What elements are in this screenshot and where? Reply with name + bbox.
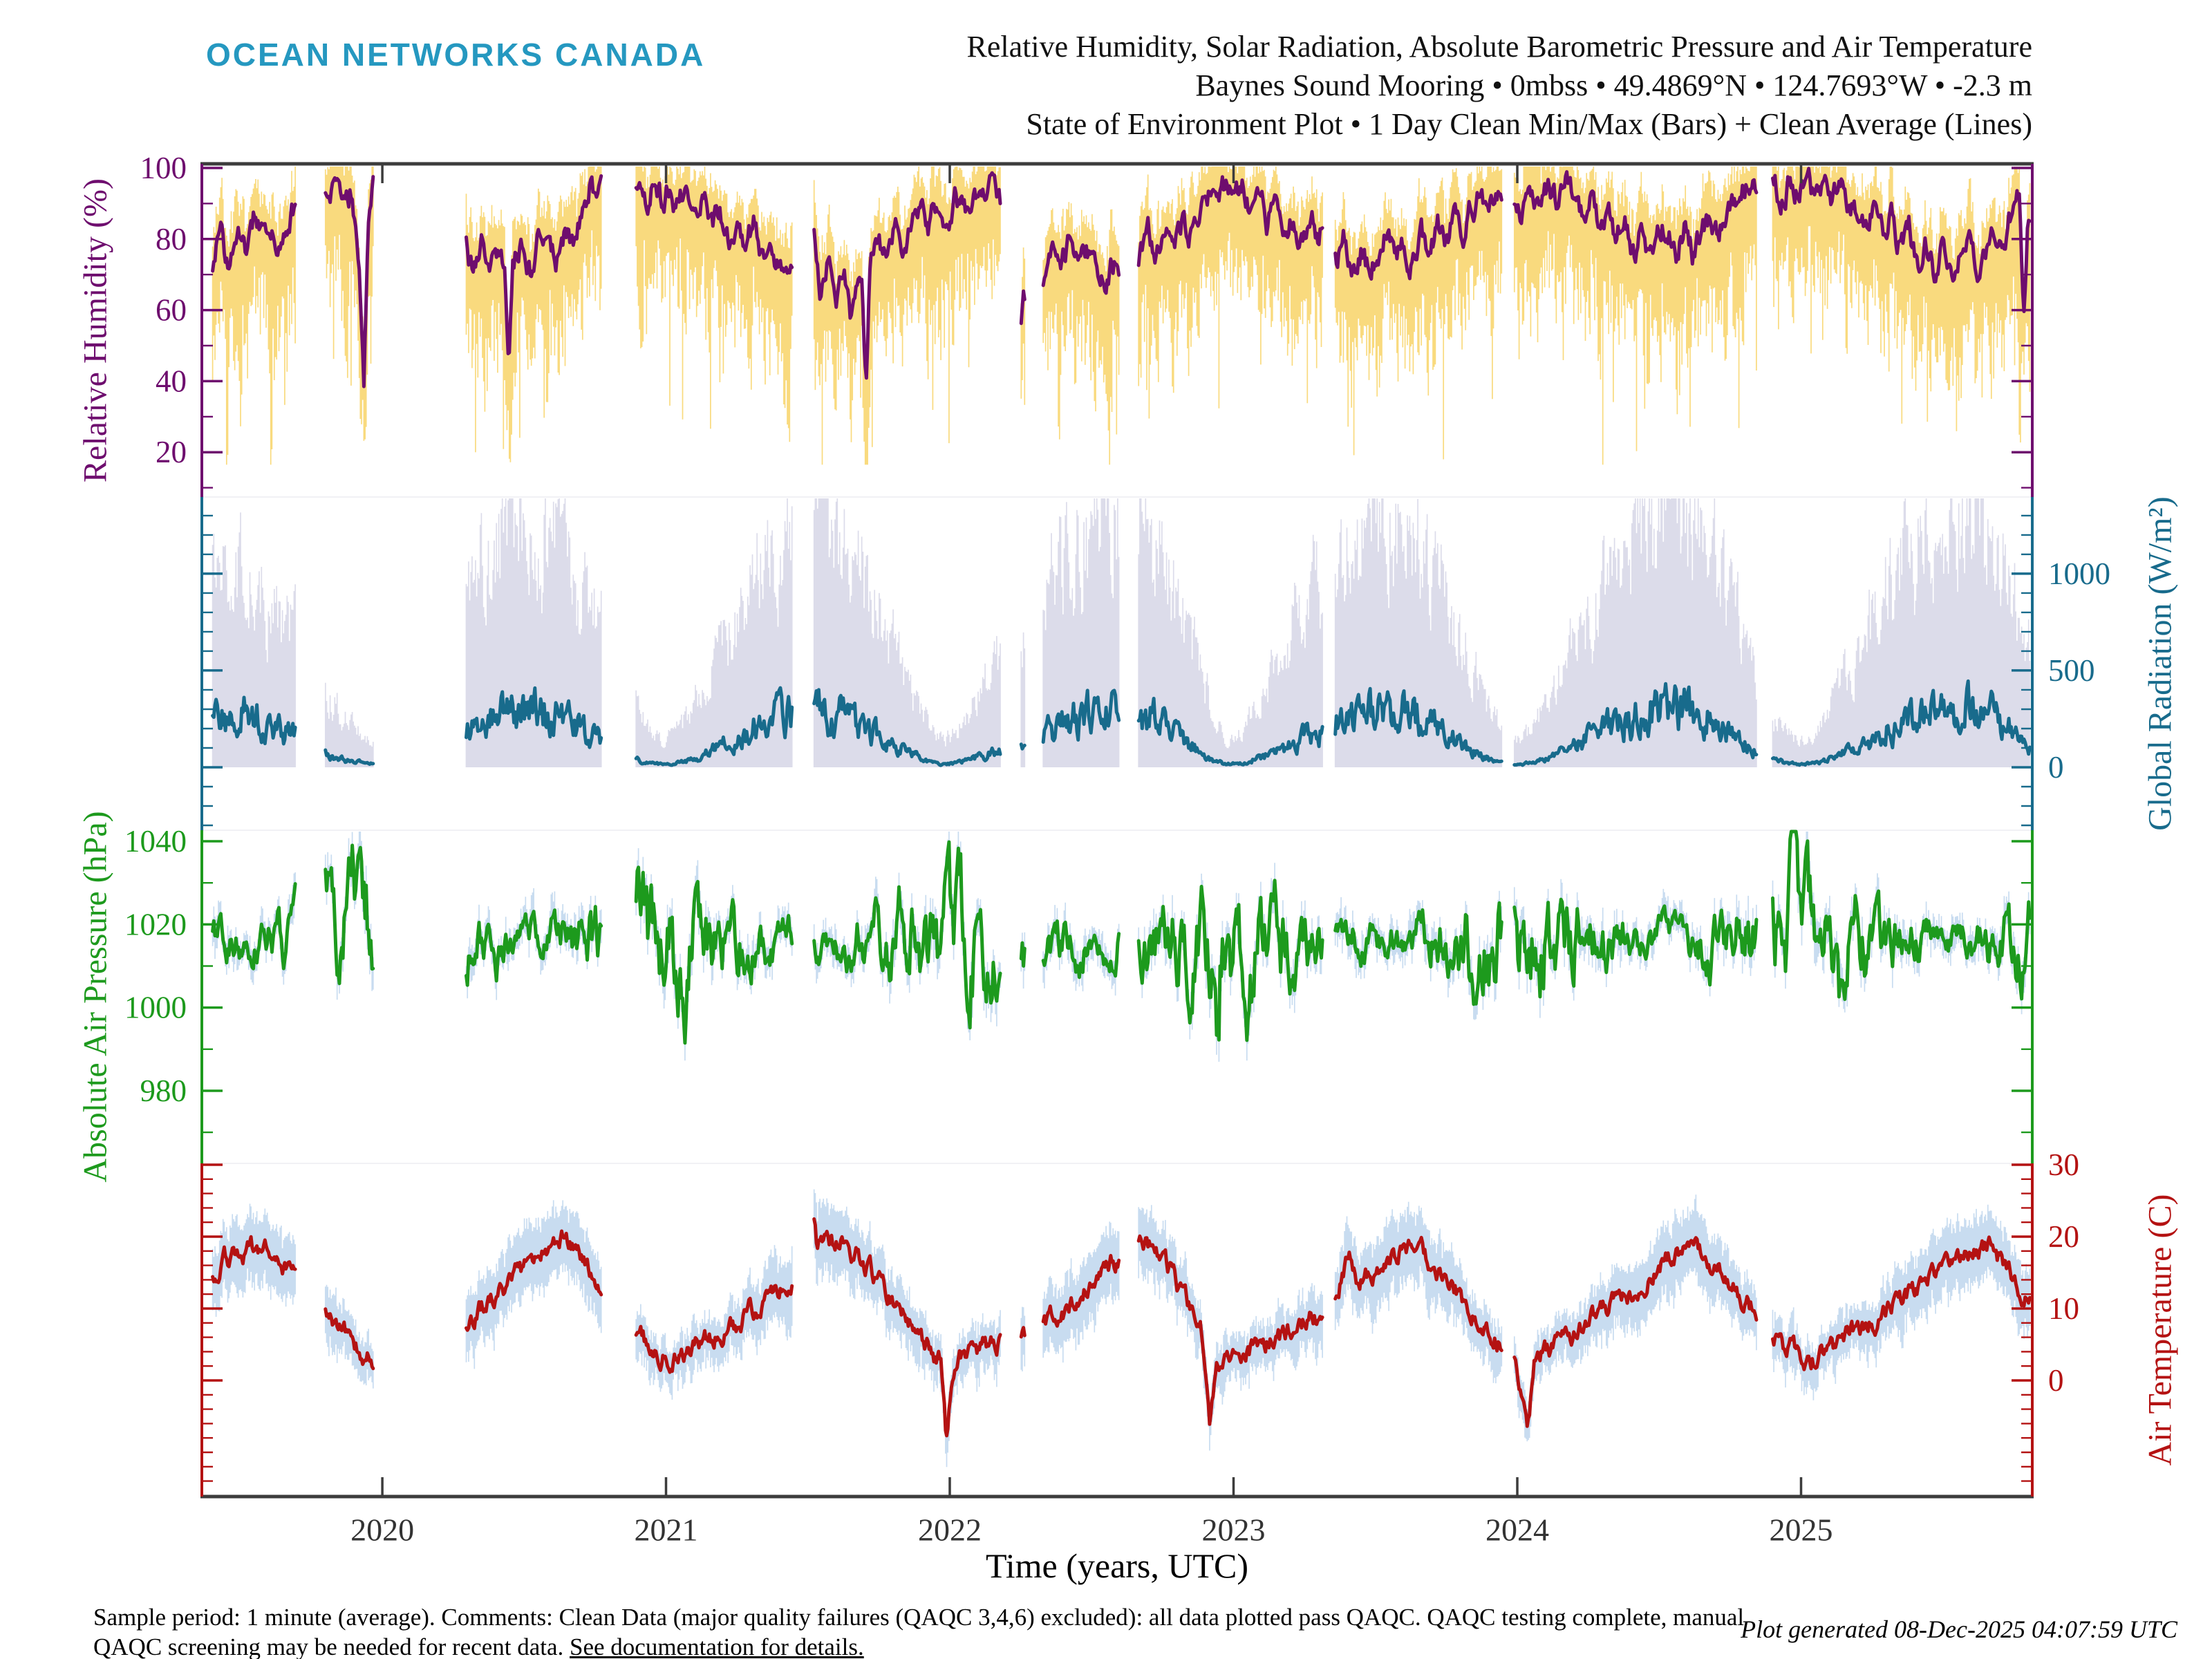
plot-generated-timestamp: Plot generated 08-Dec-2025 04:07:59 UTC	[1741, 1615, 2177, 1643]
svg-text:Relative Humidity (%): Relative Humidity (%)	[77, 178, 114, 482]
svg-text:2023: 2023	[1202, 1512, 1266, 1548]
svg-text:100: 100	[140, 151, 187, 185]
documentation-link[interactable]: See documentation for details.	[570, 1633, 864, 1659]
svg-text:Air Temperature (C): Air Temperature (C)	[2142, 1194, 2179, 1466]
svg-text:500: 500	[2048, 653, 2095, 688]
svg-text:2025: 2025	[1770, 1512, 1833, 1548]
title-line-1: Relative Humidity, Solar Radiation, Abso…	[966, 30, 2032, 64]
footer-comment-line-2: QAQC screening may be needed for recent …	[93, 1632, 1752, 1659]
svg-text:2024: 2024	[1485, 1512, 1549, 1548]
footer-comment-line-1: Sample period: 1 minute (average). Comme…	[93, 1604, 1745, 1631]
svg-text:2022: 2022	[918, 1512, 982, 1548]
svg-text:2021: 2021	[635, 1512, 698, 1548]
title-line-3: State of Environment Plot • 1 Day Clean …	[1026, 107, 2032, 141]
ocean-networks-canada-logo: OCEAN NETWORKS CANADA	[206, 37, 706, 73]
footer-comments: Sample period: 1 minute (average). Comme…	[93, 1602, 1752, 1659]
svg-text:20: 20	[2048, 1219, 2079, 1254]
title-line-2: Baynes Sound Mooring • 0mbss • 49.4869°N…	[1195, 68, 2032, 102]
svg-text:10: 10	[2048, 1291, 2079, 1326]
svg-text:40: 40	[156, 364, 187, 398]
svg-text:2020: 2020	[350, 1512, 414, 1548]
svg-text:20: 20	[156, 435, 187, 469]
svg-text:Global Radiation (W/m²): Global Radiation (W/m²)	[2142, 496, 2179, 831]
figure-title-block: Relative Humidity, Solar Radiation, Abso…	[967, 28, 2032, 144]
svg-text:1000: 1000	[2048, 556, 2110, 591]
svg-text:80: 80	[156, 222, 187, 256]
svg-text:0: 0	[2048, 750, 2064, 785]
footer-comment-line-2-text: QAQC screening may be needed for recent …	[93, 1633, 570, 1659]
svg-text:Absolute Air Pressure (hPa): Absolute Air Pressure (hPa)	[77, 811, 114, 1182]
svg-text:30: 30	[2048, 1147, 2079, 1182]
svg-text:1040: 1040	[124, 824, 187, 859]
svg-text:1020: 1020	[124, 907, 187, 941]
svg-text:60: 60	[156, 293, 187, 328]
svg-text:980: 980	[140, 1074, 187, 1108]
svg-text:Time (years, UTC): Time (years, UTC)	[986, 1546, 1248, 1585]
svg-text:0: 0	[2048, 1363, 2064, 1398]
svg-text:1000: 1000	[124, 991, 187, 1025]
